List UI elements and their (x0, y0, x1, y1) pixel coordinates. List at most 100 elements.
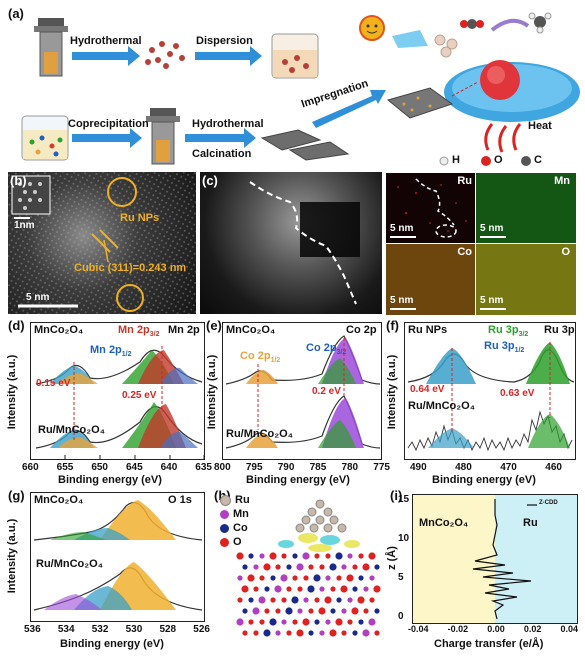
sun-icon (359, 15, 385, 41)
h-atom-icon (439, 156, 449, 166)
f-ru3p32-sub: 3/2 (518, 331, 529, 339)
slab-atom (329, 629, 337, 637)
nanosheets (260, 129, 350, 161)
label-hydrothermal-2: Hydrothermal (192, 118, 264, 130)
slab-atom (318, 607, 326, 615)
h-legend-o-label: O (233, 536, 242, 548)
slab-atom (237, 575, 243, 581)
slab-atom (314, 619, 320, 625)
slab-atom (307, 585, 315, 593)
d-mn2p12: Mn 2p1/2 (90, 344, 132, 358)
h-legend-co-label: Co (233, 522, 248, 534)
slab-atom (319, 630, 325, 636)
i-xtick: 0.04 (560, 624, 578, 634)
panel-g-label: (g) (8, 488, 25, 503)
d-mn2p12-sub: 1/2 (121, 351, 132, 359)
slab-atom (252, 607, 260, 615)
slab-atom (292, 553, 298, 559)
g-sample-top: MnCo₂O₄ (34, 494, 84, 506)
f-xtick: 490 (410, 462, 427, 473)
panel-c-stem-image: (c) (200, 172, 382, 314)
eds-mn-label: Mn (554, 175, 570, 187)
eds-mn-scale: 5 nm (480, 223, 504, 234)
panel-g-xps-o1s: MnCo₂O₄ O 1s Ru/MnCo₂O₄ (30, 492, 205, 622)
i-xticks: -0.04 -0.02 0.00 0.02 0.04 (408, 624, 578, 634)
slab-atom (347, 619, 353, 625)
e-xtick: 780 (341, 462, 359, 473)
slab-atom (368, 552, 376, 560)
g-xlabel: Binding energy (eV) (60, 638, 164, 650)
e-co2p: Co 2p (346, 324, 377, 336)
slab-atom (253, 586, 259, 592)
slab-atom (281, 597, 287, 603)
ru-nps-label: Ru NPs (120, 212, 160, 224)
i-yticks: 0 5 10 15 (398, 494, 409, 622)
slab-atom (286, 564, 292, 570)
label-calcination: Calcination (192, 148, 252, 160)
h-legend-ru: Ru (220, 494, 250, 506)
d-xtick: 660 (22, 462, 39, 473)
slab-atom (248, 553, 254, 559)
i-xtick: -0.02 (447, 624, 469, 634)
c-atom-icon (521, 156, 531, 166)
slab-atom (270, 575, 276, 581)
i-xlabel: Charge transfer (e/Å) (434, 638, 544, 650)
slab-atom (347, 553, 353, 559)
slab-atom (241, 585, 249, 593)
slab-atom (340, 585, 348, 593)
f-ru3p32: Ru 3p3/2 (488, 324, 528, 338)
i-region-right (495, 495, 577, 623)
d-mn2p12-text: Mn 2p (90, 344, 122, 356)
eds-co-label: Co (457, 246, 472, 258)
eds-map-ru: Ru 5 nm (385, 172, 477, 244)
h-legend-ru-label: Ru (235, 494, 250, 506)
d-mn2p: Mn 2p (168, 324, 200, 336)
eds-o-scale: 5 nm (480, 295, 504, 306)
slab-atom (373, 585, 381, 593)
hydrogen-spheres (434, 34, 458, 58)
slab-atom (296, 629, 304, 637)
slab-atom (325, 553, 331, 559)
f-xlabel: Binding energy (eV) (432, 474, 536, 486)
e-xlabel: Binding energy (eV) (246, 474, 350, 486)
slab-atom (352, 630, 358, 636)
slab-atom (275, 564, 281, 570)
legend-c: C (534, 154, 542, 166)
slab-atom (292, 575, 298, 581)
autoclave-icon (34, 18, 68, 77)
slab-atom (236, 618, 244, 626)
o-atom-icon (220, 537, 229, 547)
ru-atom-icon (220, 494, 231, 506)
slab-atom (242, 564, 248, 570)
eds-map-co: Co 5 nm (385, 243, 477, 316)
e-co2p12-sub: 1/2 (270, 357, 281, 365)
slab-atom (237, 597, 243, 603)
panel-b-label: (b) (10, 173, 27, 188)
legend-h: H (452, 154, 460, 166)
i-ytick: 0 (398, 611, 404, 622)
slab-atom (258, 596, 266, 604)
heat-arrows (484, 123, 522, 153)
slab-atom (330, 586, 336, 592)
co-atom-icon (220, 523, 229, 533)
panel-a-label: (a) (8, 6, 24, 21)
f-ru3p12-text: Ru 3p (484, 340, 515, 352)
slab-atom (351, 607, 359, 615)
slab-atom (253, 564, 259, 570)
d-mn2p32-sub: 3/2 (149, 331, 160, 339)
e-xtick: 775 (373, 462, 390, 473)
d-xtick: 645 (125, 462, 143, 473)
f-ru-nps: Ru NPs (408, 324, 448, 336)
slab-atom (270, 597, 276, 603)
i-xtick: -0.04 (408, 624, 429, 634)
panel-f-label: (f) (386, 318, 399, 333)
legend-o: O (494, 154, 503, 166)
slab-atom (352, 564, 358, 570)
e-ylabel: Intensity (a.u.) (206, 354, 218, 430)
f-xticks: 490 480 470 460 (410, 462, 562, 473)
f-xtick: 460 (545, 462, 562, 473)
slab-atom (286, 630, 292, 636)
panel-i-plot: Z-CDD MnCo₂O₄ Ru (412, 494, 578, 624)
slab-atom (259, 575, 265, 581)
e-co2p12-text: Co 2p (240, 350, 271, 362)
